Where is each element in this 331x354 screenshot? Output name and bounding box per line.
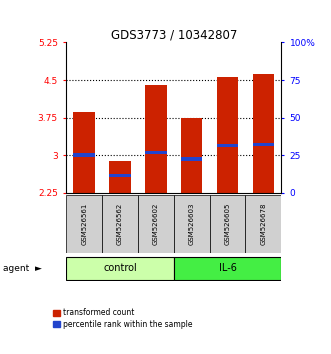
Text: GSM526603: GSM526603: [189, 202, 195, 245]
Bar: [210, 195, 246, 253]
Bar: [181, 118, 203, 193]
Bar: [73, 153, 95, 156]
Bar: [217, 77, 238, 193]
Bar: [253, 143, 274, 146]
Text: GSM526561: GSM526561: [81, 203, 87, 245]
Bar: [181, 157, 203, 161]
Bar: [174, 257, 281, 280]
Legend: transformed count, percentile rank within the sample: transformed count, percentile rank withi…: [54, 308, 192, 329]
Text: GSM526678: GSM526678: [260, 202, 266, 245]
Text: GSM526602: GSM526602: [153, 203, 159, 245]
Bar: [109, 173, 131, 177]
Bar: [253, 74, 274, 193]
Bar: [73, 112, 95, 193]
Text: IL-6: IL-6: [218, 263, 237, 273]
Bar: [66, 195, 102, 253]
Bar: [138, 195, 174, 253]
Text: control: control: [103, 263, 137, 273]
Bar: [145, 150, 166, 154]
Bar: [145, 85, 166, 193]
Bar: [246, 195, 281, 253]
Bar: [217, 143, 238, 147]
Bar: [109, 161, 131, 193]
Bar: [102, 195, 138, 253]
Title: GDS3773 / 10342807: GDS3773 / 10342807: [111, 28, 237, 41]
Text: GSM526605: GSM526605: [224, 203, 231, 245]
Bar: [66, 257, 174, 280]
Text: agent  ►: agent ►: [3, 264, 42, 273]
Text: GSM526562: GSM526562: [117, 203, 123, 245]
Bar: [174, 195, 210, 253]
